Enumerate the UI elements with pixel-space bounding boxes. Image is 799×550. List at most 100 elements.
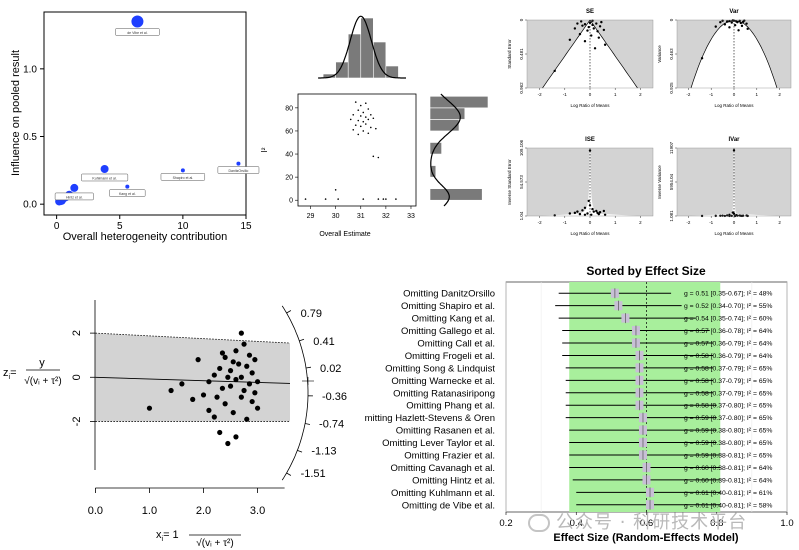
gosh-ylabel: I² [260,147,269,152]
radial-ylabel-num: y [39,357,45,369]
gosh-x-tick-label: 32 [382,213,390,220]
gosh-point [364,123,367,125]
baujat-point-label: Shapiro et al. [173,176,194,180]
funnel-y-tick-label: 0.463 [669,48,674,60]
radial-y-tick-label: 2 [71,330,83,336]
funnel-y-tick-label: 11907 [669,141,674,154]
gosh-y-hist-bar [429,188,483,201]
baujat-y-tick-label: 0.0 [23,200,37,211]
radial-point [168,387,174,394]
radial-body: -2 0 2 0.0 1.0 2.0 3.0 0.79 0.41 0.02 -0.36 -0.74 -1… [71,300,347,517]
gosh-point [372,155,375,158]
loo-forest-plot: Sorted by Effect Size Omitting DanitzOrs… [365,264,794,544]
forest-row-text: g = 0.51 [0.35-0.67]; I² = 48% [684,291,772,298]
gosh-y-density-curve [430,93,461,207]
gosh-point [362,120,365,123]
radial-arc-tick [299,338,305,342]
forest-row-text: g = 0.60 [0.39-0.81]; I² = 64% [684,477,772,484]
radial-arc-tick-label: 0.41 [313,336,334,348]
funnel-y-tick-label: 5954.04 [669,173,674,190]
funnel-right-boundary [733,19,778,89]
radial-point [238,374,244,380]
radial-arc-tick [304,423,311,425]
radial-point [244,416,250,422]
radial-point [233,348,239,354]
baujat-ylabel: Influence on pooled result [10,50,22,176]
forest-row-text: g = 0.58 [0.36-0.79]; I² = 64% [684,353,772,360]
radial-point [222,354,228,361]
funnel-point [746,27,749,31]
funnel-point [595,22,598,25]
funnel-y-tick-label: 109.106 [519,139,524,156]
radial-point [219,350,226,356]
funnel-ise: ISE -2 -1 0 1 2 Log Ratio of Means 1.04 54.573 10… [507,137,654,236]
forest-row-label: Omitting Phang et al. [406,401,495,412]
gosh-point [364,102,367,105]
funnel-point [592,27,595,30]
gosh-point [324,198,327,200]
forest-body: Omitting DanitzOrsillo g = 0.51 [0.35-0.6… [365,281,794,529]
funnel-point [596,30,599,33]
funnel-point [725,214,729,217]
funnel-point [588,149,592,152]
radial-point [225,374,231,380]
radial-arc-tick-label: -1.51 [301,468,326,480]
funnel-point [576,22,579,25]
baujat-frame [43,11,247,216]
funnel-point [595,209,598,213]
funnel-point [579,20,583,23]
radial-point [233,434,239,440]
funnel-point [573,27,577,30]
funnel-se: SE -2 -1 0 1 2 Log Ratio of Means 0 0.481 0.962 St… [507,9,654,108]
funnel-x-tick-label: 1 [614,220,617,225]
forest-row-label: Omitting de Vibe et al. [402,500,495,511]
gosh-point [362,198,365,200]
baujat-x-tick-label: 15 [240,221,252,232]
funnel-point [736,21,739,24]
baujat-y-tick-label: 0.5 [23,132,37,143]
radial-point [146,405,153,411]
funnel-ivar: IVar -2 -1 0 1 2 Log Ratio of Means 1.081 5954.0… [657,137,792,236]
funnel-point [591,23,594,27]
funnel-point [602,28,606,32]
radial-y-tick-label: 0 [71,374,83,380]
forest-row-text: g = 0.59 [0.38-0.81]; I² = 65% [684,453,772,460]
funnel-point [583,213,587,216]
funnel-point [725,20,729,23]
funnel-point [588,204,592,207]
radial-point [241,341,247,347]
radial-point [254,379,261,385]
funnel-ylabel: Inverse Standard Error [507,159,512,205]
funnel-point [603,213,607,216]
baujat-point [70,183,79,192]
funnel-left-boundary [690,19,735,89]
gosh-point [364,116,367,118]
baujat-point [180,168,185,173]
forest-row-label: Omitting Frazier et al. [404,451,495,462]
funnel-x-tick-label: -1 [709,92,713,97]
radial-point [246,352,253,358]
gosh-y-tick-label: 80 [285,105,293,112]
gosh-point [377,156,380,159]
forest-row-label: Omitting Cavanagh et al. [390,463,495,474]
funnel-point [583,40,587,43]
forest-x-tick-label: 0.6 [640,518,653,529]
funnel-point [578,32,582,36]
baujat-point [236,161,241,166]
funnel-plots: SE -2 -1 0 1 2 Log Ratio of Means 0 0.481 0.962 St… [507,9,792,236]
radial-point [249,398,255,405]
baujat-point-label: Kang et al. [119,192,136,196]
gosh-point [304,198,307,200]
forest-row-text: g = 0.58 [0.37-0.80]; I² = 65% [684,403,772,410]
radial-point [246,381,253,387]
baujat-label-box [109,189,146,197]
radial-ylabel-z: zi= [3,367,17,381]
funnel-x-tick-label: 0 [733,220,736,225]
radial-point [252,357,258,363]
funnel-point [728,26,731,29]
funnel-point [553,69,556,73]
baujat-point [100,164,109,173]
funnel-point [600,20,603,24]
funnel-x-tick-label: -2 [538,220,542,225]
funnel-point [719,21,722,24]
